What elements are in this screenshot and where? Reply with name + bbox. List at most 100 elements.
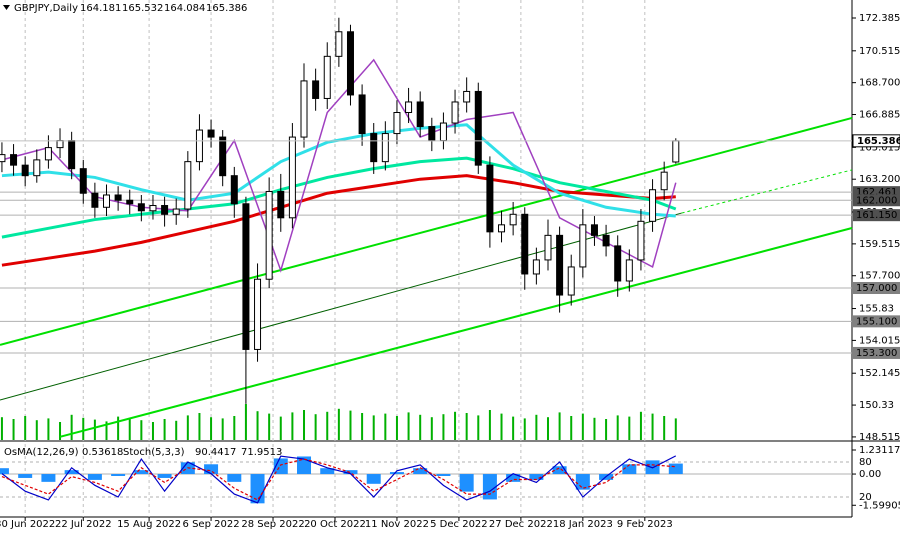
candle-body — [277, 190, 285, 219]
volume-bar — [454, 411, 457, 440]
candle-body — [498, 224, 506, 233]
volume-bar — [558, 412, 561, 440]
stochastic-line — [1, 455, 677, 504]
volume-bar — [47, 418, 50, 440]
stochastic-line — [1, 458, 676, 501]
level-label: 162.461 — [856, 187, 897, 198]
osma-bar — [227, 474, 242, 482]
header-text: 164.084 — [164, 3, 205, 14]
volume-bar — [442, 414, 445, 440]
osma-bar — [506, 474, 521, 482]
volume-bar — [361, 413, 364, 440]
candle-body — [579, 224, 587, 268]
volume-bar — [93, 419, 96, 440]
candle-body — [10, 154, 18, 166]
oscillator-header: 71.9513 — [241, 447, 282, 458]
candle-body — [207, 129, 215, 138]
candle-body — [544, 234, 552, 261]
volume-bar — [0, 417, 3, 440]
candle-body — [137, 203, 145, 212]
volume-bar — [337, 408, 340, 440]
candle-body — [428, 126, 436, 142]
volume-bar — [105, 421, 108, 440]
volume-bar — [419, 414, 422, 440]
volume-bar — [628, 416, 631, 440]
volume-bar — [407, 412, 410, 440]
osma-bar — [529, 474, 544, 480]
candle-body — [474, 90, 482, 166]
volume-bar — [616, 415, 619, 440]
volume-bar — [140, 420, 143, 440]
y-tick-label: 157.700 — [859, 271, 900, 282]
x-tick-label: 28 Sep 2022 — [241, 519, 304, 530]
candle-body — [358, 94, 366, 135]
osma-bar — [413, 468, 428, 475]
candle-body — [509, 213, 517, 226]
y-tick-label: 0.00 — [859, 469, 881, 480]
osma-bar — [343, 470, 358, 475]
osma-bar — [64, 470, 79, 475]
volume-bar — [477, 415, 480, 440]
candle-body — [265, 190, 273, 280]
candle-body — [439, 122, 447, 142]
volume-bar — [117, 416, 120, 440]
volume-bar — [221, 418, 224, 440]
osma-bar — [111, 474, 126, 476]
osma-bar — [552, 466, 567, 475]
candle-body — [463, 90, 471, 103]
current-price-box — [852, 134, 900, 148]
candle-body — [346, 31, 354, 96]
candle-body — [161, 205, 169, 215]
x-tick-label: 22 Jul 2022 — [55, 519, 112, 530]
x-tick-label: 20 Oct 2022 — [304, 519, 366, 530]
y-tick-label: 166.885 — [859, 110, 900, 121]
level-label: 153.300 — [856, 348, 897, 359]
candle-body — [300, 80, 308, 138]
osma-bar — [134, 470, 149, 475]
x-tick-label: 6 Sep 2022 — [183, 519, 240, 530]
volume-bar — [605, 419, 608, 440]
level-label: 155.100 — [856, 316, 897, 327]
volume-bar — [24, 416, 27, 440]
osma-bar — [157, 474, 172, 478]
volume-bar — [186, 415, 189, 440]
volume-bar — [500, 413, 503, 440]
y-tick-label: 150.33 — [859, 400, 894, 411]
osma-bar — [320, 468, 335, 475]
symbol-marker — [3, 5, 10, 10]
candle-body — [126, 199, 134, 205]
osma-bar — [204, 464, 219, 475]
y2-tick-label: 20 — [859, 492, 872, 503]
volume-bar — [163, 419, 166, 440]
volume-bar — [256, 411, 259, 440]
level-label: 157.000 — [856, 283, 897, 294]
osma-bar — [389, 472, 404, 475]
candle-body — [649, 189, 657, 222]
volume-bar — [151, 422, 154, 440]
volume-bar — [674, 418, 677, 440]
y-tick-label: 170.515 — [859, 46, 900, 57]
header-text: 165.532 — [122, 3, 163, 14]
volume-bar — [175, 420, 178, 440]
candle-body — [103, 194, 110, 208]
candle-body — [114, 194, 122, 201]
header-text: 165.386 — [206, 3, 247, 14]
volume-bar — [128, 418, 131, 440]
volume-bar — [593, 417, 596, 440]
volume-bar — [512, 416, 515, 440]
candle-body — [68, 140, 76, 170]
volume-bar — [279, 416, 282, 440]
moving-average — [1, 156, 677, 239]
y-tick-label: 168.700 — [859, 78, 900, 89]
candle-body — [370, 133, 378, 163]
volume-bar — [349, 410, 352, 440]
volume-bar — [59, 422, 62, 440]
volume-bar — [82, 417, 85, 440]
level-label-box — [853, 315, 900, 328]
level-label-box — [853, 282, 900, 295]
osma-bar — [366, 474, 381, 484]
volume-bar — [314, 414, 317, 440]
volume-bar — [12, 419, 15, 440]
candle-body — [288, 136, 296, 219]
